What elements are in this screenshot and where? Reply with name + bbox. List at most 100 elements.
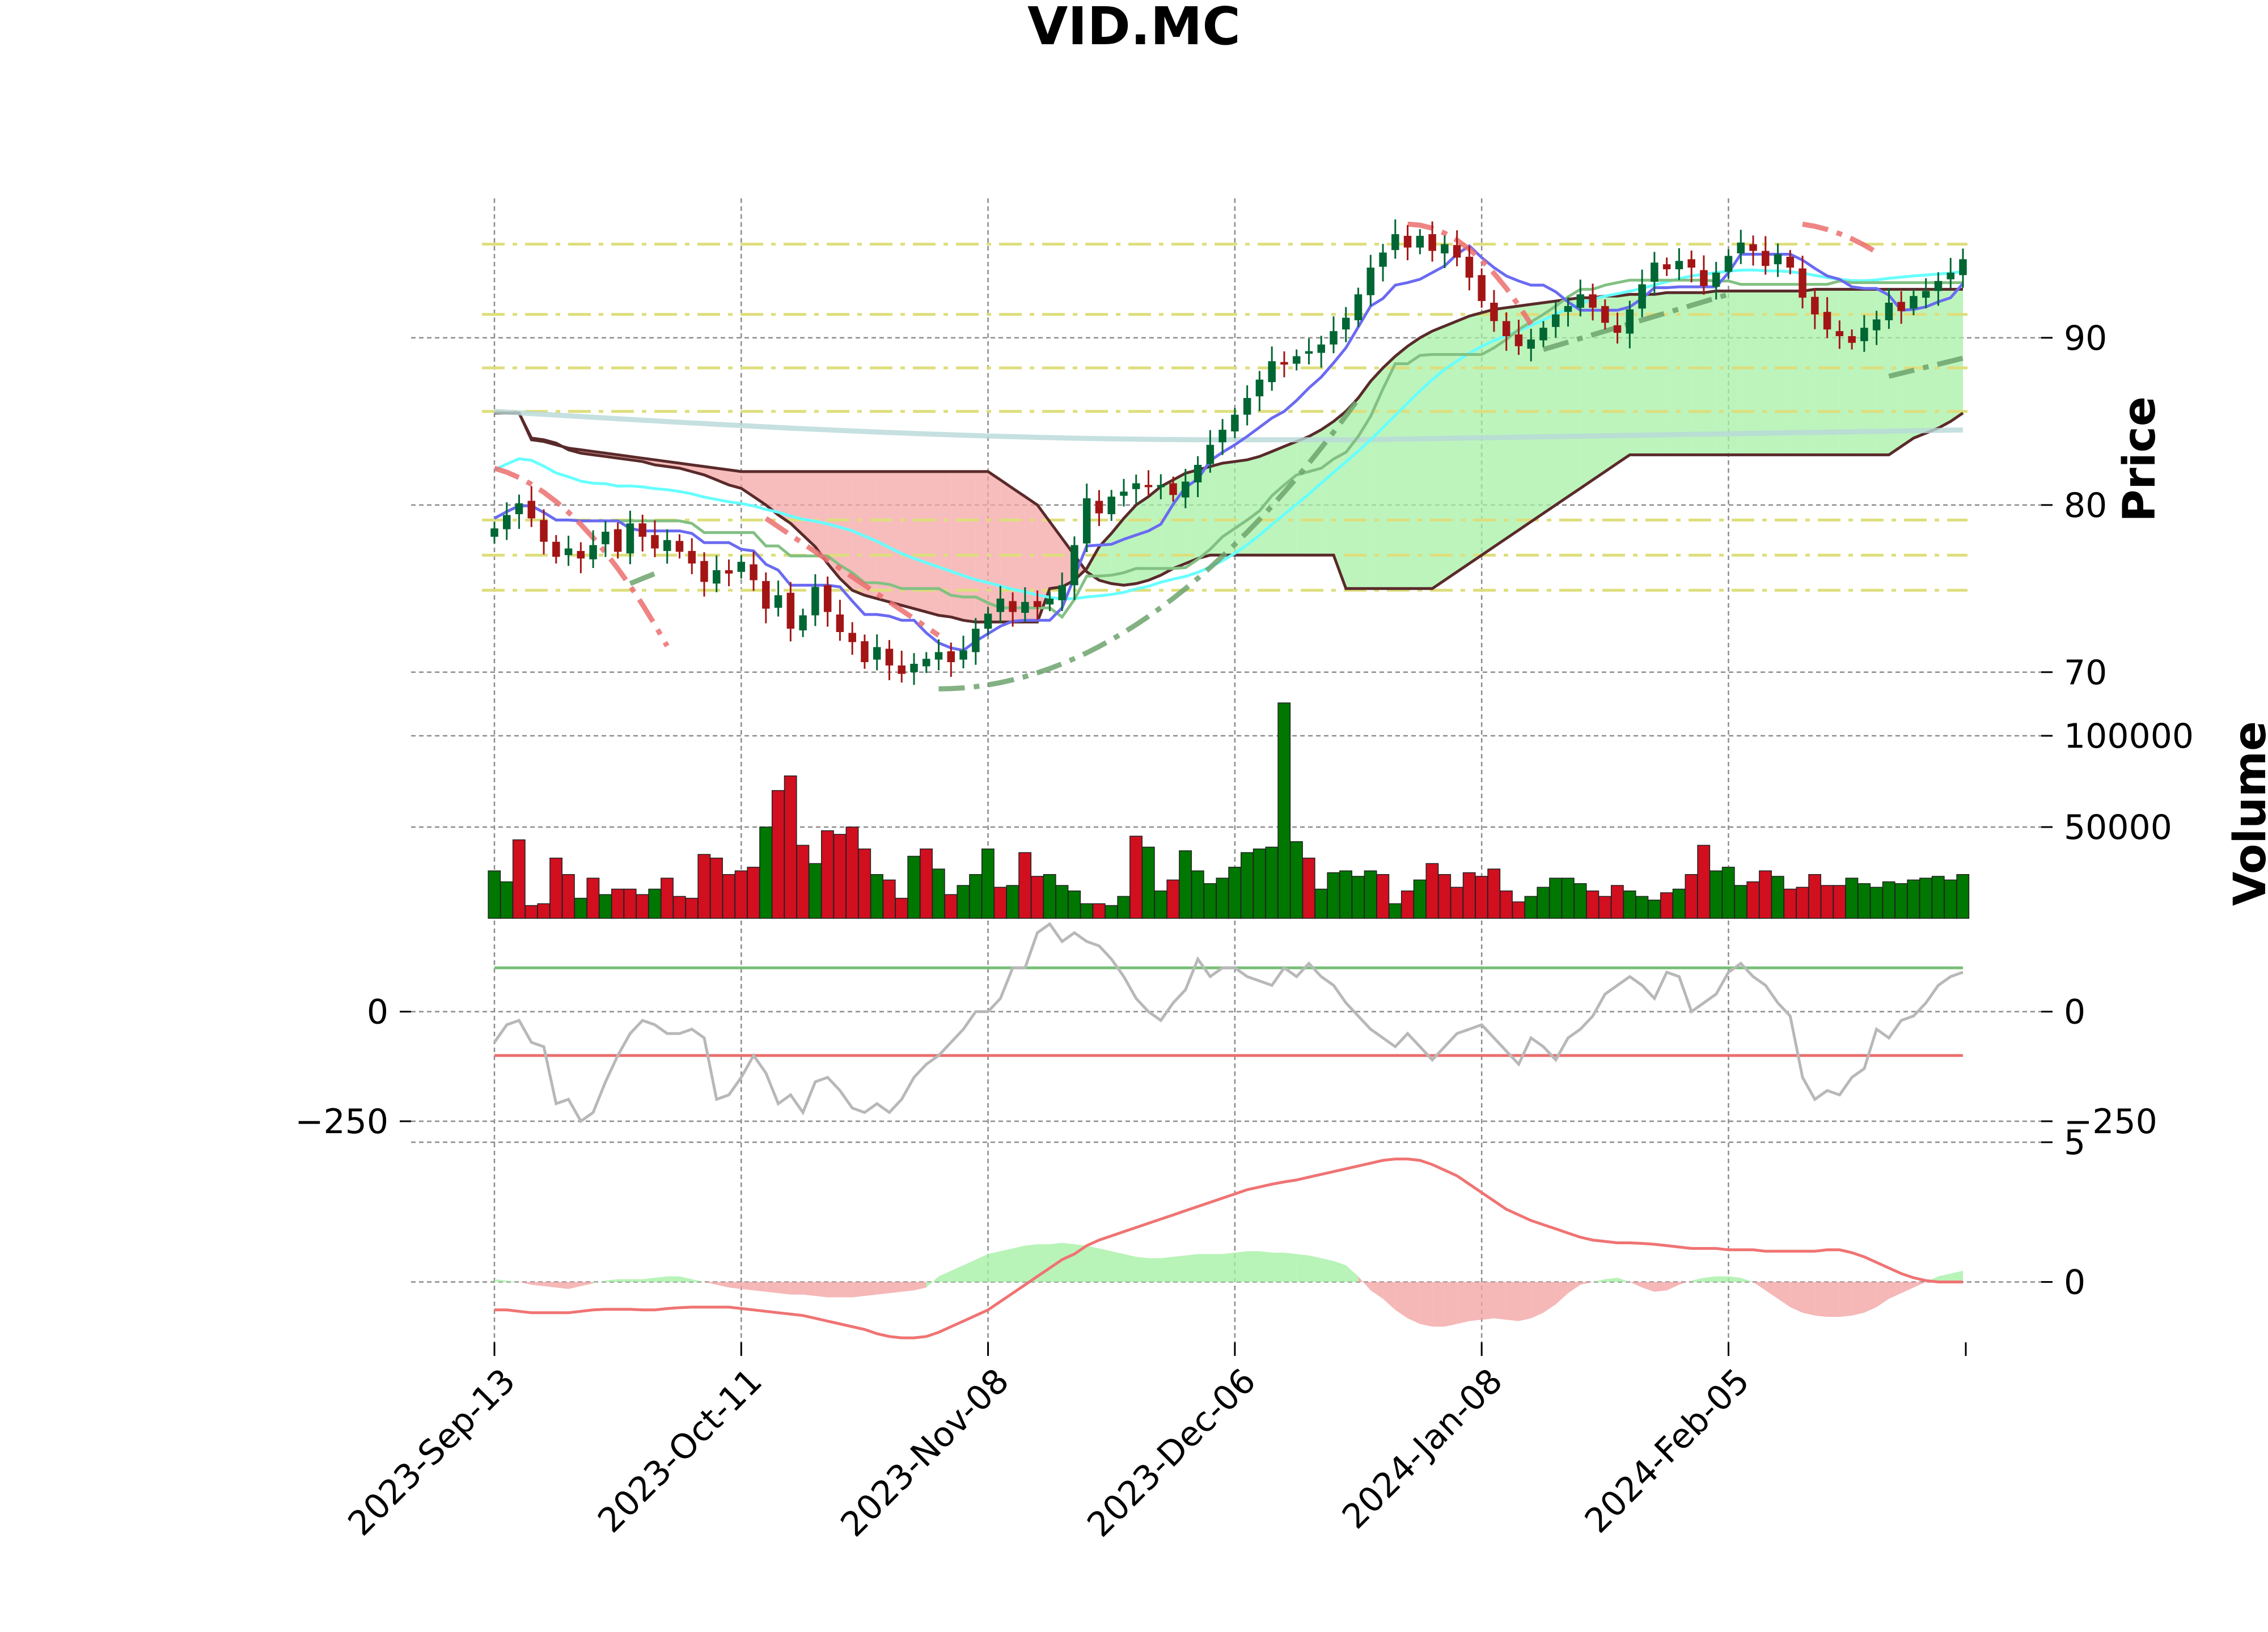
y-tick-label: 100000	[2064, 717, 2194, 756]
candle-body	[1169, 483, 1177, 495]
macd-histogram-segment	[1716, 1276, 1729, 1282]
candle-body	[1897, 302, 1905, 311]
candle-body	[1675, 261, 1683, 270]
macd-histogram-segment	[1839, 1282, 1852, 1317]
ichimoku-cloud-segment	[1161, 480, 1174, 575]
candle-body	[1144, 485, 1153, 488]
candle-body	[1243, 398, 1251, 415]
ichimoku-cloud-segment	[1876, 289, 1889, 455]
volume-bar	[710, 857, 723, 919]
macd-histogram-segment	[679, 1276, 692, 1282]
volume-bar	[1746, 881, 1760, 919]
x-tick-label: 2023-Dec-06	[1080, 1361, 1263, 1545]
candle-body	[885, 648, 894, 665]
macd-histogram-segment	[1025, 1244, 1038, 1282]
macd-histogram-segment	[815, 1282, 828, 1298]
ichimoku-cloud-segment	[1321, 421, 1334, 556]
ichimoku-cloud-segment	[1407, 337, 1420, 589]
candle-body	[1046, 599, 1054, 605]
volume-bar	[1080, 903, 1093, 919]
macd-histogram-segment	[1210, 1254, 1223, 1282]
candle-body	[1552, 314, 1560, 327]
macd-histogram-segment	[1876, 1282, 1889, 1307]
volume-bar	[1919, 878, 1932, 919]
macd-histogram-segment	[1321, 1258, 1334, 1282]
ichimoku-cloud-segment	[1753, 291, 1766, 455]
volume-bar	[858, 848, 871, 919]
candle-body	[1403, 236, 1412, 248]
volume-bar	[1290, 841, 1303, 919]
candle-body	[515, 503, 523, 515]
ichimoku-cloud-segment	[1691, 293, 1704, 455]
candle-body	[1848, 336, 1856, 343]
volume-bar	[1314, 888, 1328, 919]
volume-bar	[833, 834, 847, 919]
volume-bar	[1166, 879, 1180, 919]
macd-histogram-segment	[1852, 1282, 1864, 1316]
y-tick-label: 50000	[2064, 808, 2172, 847]
macd-histogram-segment	[852, 1282, 865, 1298]
volume-bar	[1031, 876, 1044, 919]
macd-histogram-segment	[1432, 1282, 1445, 1327]
x-tick-label: 2023-Nov-08	[833, 1361, 1017, 1545]
ichimoku-cloud-segment	[963, 471, 976, 622]
volume-bar	[1339, 870, 1352, 919]
volume-bar	[1327, 872, 1340, 919]
candle-body	[823, 585, 832, 612]
volume-bar	[1894, 883, 1908, 919]
macd-histogram-segment	[1358, 1276, 1371, 1291]
candle-body	[786, 592, 795, 629]
macd-histogram-segment	[654, 1276, 667, 1282]
macd-histogram-segment	[1457, 1282, 1470, 1324]
ichimoku-cloud-segment	[1950, 289, 1963, 422]
macd-histogram-segment	[754, 1282, 766, 1292]
volume-bar	[1537, 887, 1550, 919]
volume-bar	[1241, 852, 1254, 919]
volume-bar	[1759, 870, 1772, 919]
ichimoku-cloud-segment	[1617, 294, 1630, 464]
psar-bear-line	[1802, 221, 1878, 255]
candle-body	[564, 548, 573, 556]
macd-histogram-segment	[840, 1282, 853, 1298]
candle-body	[1255, 379, 1264, 397]
ichimoku-cloud-segment	[1778, 291, 1791, 455]
macd-histogram-segment	[1161, 1257, 1174, 1282]
macd-histogram-segment	[1617, 1278, 1630, 1282]
candle-body	[1070, 545, 1078, 586]
macd-histogram-segment	[716, 1282, 729, 1288]
candle-body	[490, 528, 498, 537]
macd-histogram-segment	[1555, 1282, 1568, 1304]
ichimoku-cloud-segment	[1593, 296, 1605, 480]
volume-bar	[561, 874, 575, 919]
macd-histogram-segment	[803, 1282, 815, 1296]
ichimoku-cloud-segment	[1790, 291, 1803, 455]
candle-body	[1391, 234, 1399, 251]
macd-histogram-segment	[1013, 1245, 1025, 1282]
candle-body	[1021, 601, 1029, 613]
candle-body	[1490, 303, 1498, 321]
volume-bar	[1672, 888, 1686, 919]
candle-body	[1095, 501, 1103, 514]
macd-histogram-segment	[1864, 1282, 1877, 1313]
candle-body	[910, 664, 918, 672]
candle-body	[589, 545, 597, 559]
volume-axis-label: Volume	[2225, 721, 2268, 906]
ichimoku-cloud-segment	[754, 471, 766, 505]
macd-histogram-segment	[704, 1282, 717, 1285]
ichimoku-cloud-segment	[1457, 316, 1470, 572]
ichimoku-cloud-segment	[840, 471, 853, 591]
volume-bar	[1635, 896, 1649, 919]
volume-bar	[611, 888, 624, 919]
candle-body	[1872, 319, 1881, 330]
volume-bar	[870, 874, 883, 919]
candle-body	[1762, 251, 1770, 266]
macd-histogram-segment	[778, 1282, 791, 1295]
macd-histogram-segment	[605, 1279, 618, 1282]
ichimoku-cloud-segment	[803, 471, 815, 547]
macd-histogram-segment	[1296, 1254, 1309, 1282]
volume-bar	[1376, 874, 1390, 919]
volume-bar	[882, 879, 896, 919]
volume-bar	[1610, 885, 1624, 919]
volume-bar	[1487, 868, 1501, 919]
volume-bar	[1228, 867, 1242, 919]
